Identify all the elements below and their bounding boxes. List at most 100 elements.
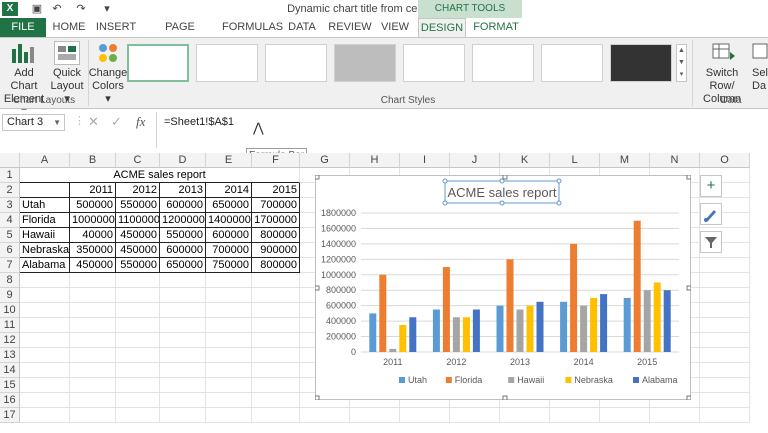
tab-page-layout[interactable]: PAGE LAYOUT bbox=[158, 21, 201, 52]
cell[interactable] bbox=[116, 273, 160, 288]
cell[interactable] bbox=[70, 408, 116, 423]
cell[interactable] bbox=[20, 408, 70, 423]
cell[interactable] bbox=[116, 348, 160, 363]
cell[interactable] bbox=[70, 393, 116, 408]
tab-data[interactable]: DATA bbox=[288, 21, 316, 33]
cell[interactable] bbox=[20, 303, 70, 318]
tab-file[interactable]: FILE bbox=[0, 18, 46, 37]
chart-style-3[interactable] bbox=[265, 44, 327, 82]
chart-style-4[interactable] bbox=[334, 44, 396, 82]
cell[interactable] bbox=[70, 303, 116, 318]
cell[interactable] bbox=[206, 318, 252, 333]
row-header[interactable]: 3 bbox=[0, 198, 20, 213]
cell[interactable] bbox=[252, 393, 300, 408]
cell[interactable] bbox=[600, 408, 650, 423]
cell[interactable] bbox=[20, 348, 70, 363]
select-all-corner[interactable] bbox=[0, 153, 20, 168]
cell[interactable] bbox=[160, 318, 206, 333]
year-header-cell[interactable]: 2011 bbox=[70, 183, 116, 198]
row-header[interactable]: 16 bbox=[0, 393, 20, 408]
cell[interactable] bbox=[700, 273, 750, 288]
tab-formulas[interactable]: FORMULAS bbox=[222, 21, 284, 33]
change-colors-button[interactable]: Change Colors ▾ bbox=[88, 67, 128, 105]
value-cell[interactable]: 550000 bbox=[116, 198, 160, 213]
chart-style-5[interactable] bbox=[403, 44, 465, 82]
tab-home[interactable]: HOME bbox=[52, 21, 86, 33]
column-header[interactable]: M bbox=[600, 153, 650, 168]
tab-insert[interactable]: INSERT bbox=[95, 21, 137, 33]
cell[interactable] bbox=[206, 333, 252, 348]
column-header[interactable]: C bbox=[116, 153, 160, 168]
column-header[interactable]: N bbox=[650, 153, 700, 168]
value-cell[interactable]: 1200000 bbox=[160, 213, 206, 228]
cell[interactable] bbox=[116, 303, 160, 318]
save-icon[interactable]: ▣ bbox=[31, 3, 43, 15]
state-cell[interactable]: Utah bbox=[20, 198, 70, 213]
year-header-cell[interactable]: 2012 bbox=[116, 183, 160, 198]
row-header[interactable]: 7 bbox=[0, 258, 20, 273]
cell[interactable] bbox=[20, 378, 70, 393]
insert-function-icon[interactable]: fx bbox=[136, 114, 146, 129]
value-cell[interactable]: 350000 bbox=[70, 243, 116, 258]
cell[interactable] bbox=[300, 393, 350, 408]
cell[interactable] bbox=[70, 333, 116, 348]
cell[interactable] bbox=[160, 378, 206, 393]
cell[interactable] bbox=[206, 393, 252, 408]
customize-qat-icon[interactable]: ▾ bbox=[104, 3, 110, 15]
cell[interactable] bbox=[700, 243, 750, 258]
value-cell[interactable]: 800000 bbox=[252, 228, 300, 243]
cell[interactable] bbox=[700, 288, 750, 303]
cell[interactable] bbox=[70, 363, 116, 378]
row-header[interactable]: 15 bbox=[0, 378, 20, 393]
chart-elements-plus-icon[interactable]: + bbox=[700, 175, 722, 197]
cell[interactable] bbox=[400, 393, 450, 408]
cell[interactable] bbox=[700, 363, 750, 378]
column-header[interactable]: H bbox=[350, 153, 400, 168]
cell[interactable] bbox=[20, 288, 70, 303]
value-cell[interactable]: 700000 bbox=[252, 198, 300, 213]
cell[interactable] bbox=[700, 393, 750, 408]
row-header[interactable]: 12 bbox=[0, 333, 20, 348]
cell[interactable] bbox=[20, 363, 70, 378]
state-cell[interactable]: Alabama bbox=[20, 258, 70, 273]
cell[interactable] bbox=[20, 273, 70, 288]
cell[interactable] bbox=[70, 318, 116, 333]
cell[interactable] bbox=[700, 408, 750, 423]
cell[interactable] bbox=[252, 408, 300, 423]
column-header[interactable]: J bbox=[450, 153, 500, 168]
cell[interactable] bbox=[350, 408, 400, 423]
cell[interactable] bbox=[160, 303, 206, 318]
cell[interactable] bbox=[70, 273, 116, 288]
cell[interactable] bbox=[252, 378, 300, 393]
cell[interactable] bbox=[252, 363, 300, 378]
value-cell[interactable]: 450000 bbox=[116, 228, 160, 243]
cell[interactable] bbox=[450, 408, 500, 423]
cell[interactable] bbox=[116, 363, 160, 378]
cell[interactable] bbox=[252, 273, 300, 288]
chart-style-7[interactable] bbox=[541, 44, 603, 82]
cell[interactable] bbox=[70, 288, 116, 303]
value-cell[interactable]: 40000 bbox=[70, 228, 116, 243]
column-header[interactable]: L bbox=[550, 153, 600, 168]
cell[interactable] bbox=[550, 393, 600, 408]
value-cell[interactable]: 600000 bbox=[160, 243, 206, 258]
sheet-title-cell[interactable]: ACME sales report bbox=[20, 168, 300, 183]
quick-layout-button[interactable]: Quick Layout ▾ bbox=[50, 67, 84, 105]
chart-style-2[interactable] bbox=[196, 44, 258, 82]
row-header[interactable]: 1 bbox=[0, 168, 20, 183]
chart-filters-funnel-icon[interactable] bbox=[700, 231, 722, 253]
chart-plot[interactable]: ACME sales report 0 200000 400000 600000 8000… bbox=[315, 175, 691, 400]
cell[interactable] bbox=[160, 393, 206, 408]
year-header-cell[interactable]: 2015 bbox=[252, 183, 300, 198]
tab-review[interactable]: REVIEW bbox=[328, 21, 372, 33]
switch-row-column-icon[interactable] bbox=[712, 42, 736, 64]
cell[interactable] bbox=[160, 363, 206, 378]
value-cell[interactable]: 1700000 bbox=[252, 213, 300, 228]
column-header[interactable]: A bbox=[20, 153, 70, 168]
cell[interactable] bbox=[500, 408, 550, 423]
state-cell[interactable]: Florida bbox=[20, 213, 70, 228]
cell[interactable] bbox=[160, 273, 206, 288]
column-header[interactable]: I bbox=[400, 153, 450, 168]
cell[interactable] bbox=[116, 318, 160, 333]
cell[interactable] bbox=[206, 303, 252, 318]
